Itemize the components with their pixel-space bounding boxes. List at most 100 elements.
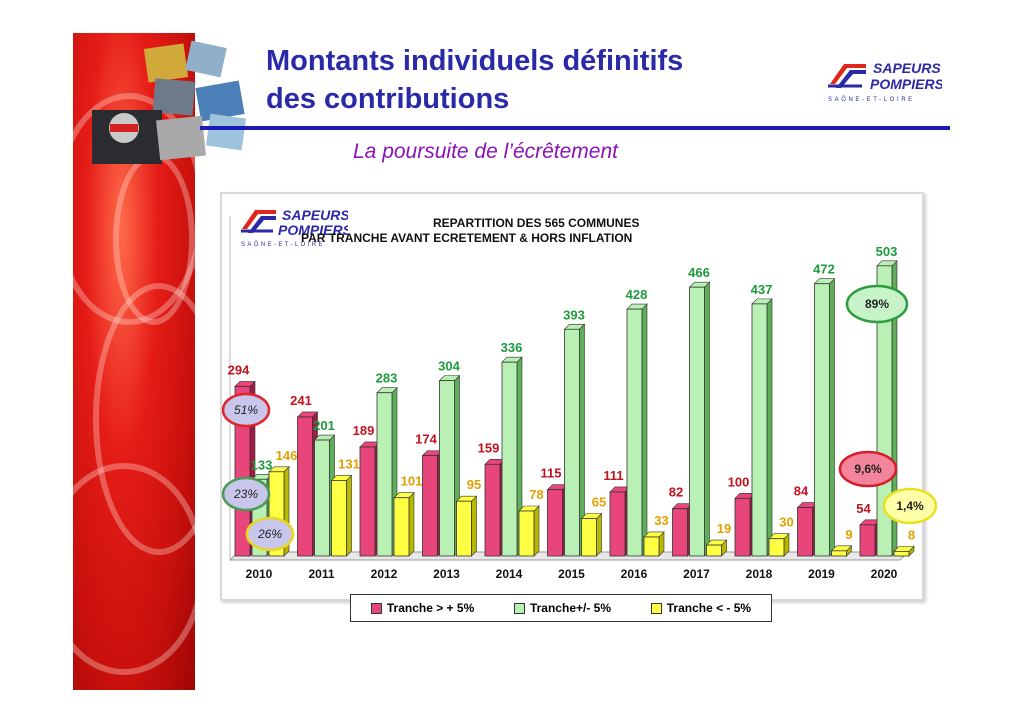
bar-above-2012 [359,446,376,557]
header-divider [200,126,950,130]
bubble-2010-within [221,476,271,512]
bar-above-2015 [547,489,563,557]
value-label-below-2012: 101 [401,474,423,489]
x-tick-label-2017: 2017 [683,567,710,581]
bar-within-2012 [376,392,393,557]
bar-below-2019 [831,550,847,557]
firefighter-puzzle-image [92,40,247,164]
x-tick-label-2010: 2010 [246,567,273,581]
page-title: Montants individuels définitifs des cont… [266,42,683,118]
bar-above-2020 [859,524,876,557]
x-tick-label-2015: 2015 [558,567,585,581]
value-label-within-2016: 428 [626,287,648,302]
bar-side-below-2015 [596,512,602,557]
value-label-below-2020: 8 [908,527,915,542]
value-label-above-2017: 82 [669,485,683,500]
value-label-above-2016: 111 [603,468,623,483]
bubble-2010-below [245,516,295,552]
value-label-within-2014: 336 [501,340,523,355]
logo-text-line-2: POMPIERS [870,76,942,92]
legend-item-within: Tranche+/- 5% [513,601,612,615]
value-label-above-2010: 294 [228,362,250,377]
value-label-above-2011: 241 [290,393,312,408]
value-label-below-2019: 9 [845,527,852,542]
value-label-within-2012: 283 [376,371,398,386]
value-label-below-2013: 95 [467,477,481,492]
value-label-within-2011: 201 [313,418,335,433]
bar-within-2015 [564,328,580,557]
value-label-within-2020: 503 [876,244,898,259]
bubble-2020-above-text: 9,6% [854,462,882,476]
bar-side-within-2016 [641,303,648,557]
value-label-above-2015: 115 [541,466,562,481]
bar-below-2018 [768,538,785,557]
value-label-within-2019: 472 [813,262,835,277]
value-label-above-2020: 54 [856,501,871,516]
chart-title: REPARTITION DES 565 COMMUNES PAR TRANCHE… [301,216,821,246]
value-label-below-2017: 19 [717,521,731,536]
x-tick-label-2018: 2018 [746,567,773,581]
chart-logo: SAPEURS POMPIERS SAÔNE-ET-LOIRE [241,207,348,248]
bar-above-2017 [672,508,688,557]
value-label-above-2019: 84 [794,484,809,499]
value-label-above-2014: 159 [478,440,500,455]
bar-below-2012 [393,497,410,557]
value-label-below-2014: 78 [529,487,543,502]
value-label-within-2018: 437 [751,282,773,297]
bubble-2010-above-text: 51% [234,403,258,417]
logo-text-line-3: SAÔNE-ET-LOIRE [828,96,915,103]
bar-side-within-2018 [766,298,773,557]
bar-within-2014 [501,361,518,557]
bar-side-below-2012 [408,492,415,557]
page-subtitle: La poursuite de l’écrêtement [353,140,618,163]
chart-title-line-1: REPARTITION DES 565 COMMUNES [433,216,640,230]
bar-side-below-2013 [471,495,477,557]
bar-within-2019 [814,283,830,557]
value-label-within-2010: 133 [251,457,273,472]
bubble-2020-within-text: 89% [865,297,889,311]
bar-above-2014 [484,463,501,557]
x-tick-label-2014: 2014 [496,567,523,581]
legend-swatch-yellow [650,602,662,614]
bar-below-2011 [331,480,347,557]
bar-within-2011 [314,439,330,557]
sapeurs-pompiers-logo: SAPEURS POMPIERS SAÔNE-ET-LOIRE [828,60,942,103]
page-title-line-2: des contributions [266,83,510,115]
value-label-below-2015: 65 [592,495,606,510]
bar-below-2013 [456,500,472,557]
bar-below-2016 [643,536,660,557]
x-tick-label-2016: 2016 [621,567,648,581]
bubble-2020-below-text: 1,4% [896,499,924,513]
bubble-2020-below [882,487,938,525]
bar-above-2018 [734,497,751,557]
value-label-below-2010: 146 [276,448,298,463]
bar-above-2013 [422,455,438,557]
bar-below-2020 [893,550,910,557]
value-label-within-2017: 466 [688,265,710,280]
bar-below-2015 [581,518,597,557]
legend-label-within: Tranche+/- 5% [529,601,612,615]
chart-logo-text-line-3: SAÔNE-ET-LOIRE [241,241,325,248]
bar-side-below-2011 [346,474,352,557]
bubble-2010-above [221,392,271,428]
value-label-within-2013: 304 [438,359,460,374]
legend-swatch-red [370,602,382,614]
x-tick-label-2013: 2013 [433,567,460,581]
value-label-below-2016: 33 [654,513,668,528]
x-tick-label-2012: 2012 [371,567,398,581]
bar-side-below-2014 [533,505,540,557]
bubble-2020-within [845,284,909,324]
chart-title-line-2: PAR TRANCHE AVANT ECRETEMENT & HORS INFL… [301,231,633,245]
bar-below-2017 [706,544,722,557]
value-label-below-2018: 30 [779,515,793,530]
legend-label-below: Tranche < - 5% [666,601,752,615]
bar-within-2016 [626,308,643,557]
chart-legend: Tranche > + 5% Tranche+/- 5% Tranche < -… [350,594,772,622]
logo-text-line-1: SAPEURS [873,60,941,76]
legend-item-below: Tranche < - 5% [650,601,752,615]
x-tick-label-2019: 2019 [808,567,835,581]
bar-within-2013 [439,380,455,557]
legend-label-above: Tranche > + 5% [386,601,475,615]
bar-above-2016 [609,491,626,557]
